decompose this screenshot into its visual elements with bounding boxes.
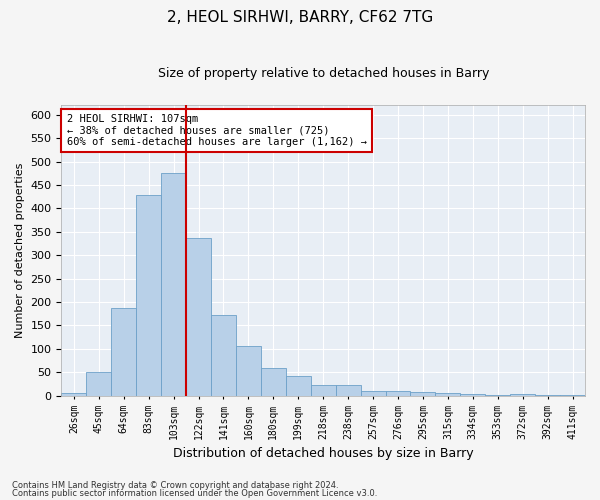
Bar xyxy=(311,386,335,396)
Bar xyxy=(436,394,460,396)
Bar xyxy=(161,172,186,396)
Y-axis label: Number of detached properties: Number of detached properties xyxy=(15,163,25,338)
Bar xyxy=(211,315,236,396)
Bar xyxy=(361,390,386,396)
Bar xyxy=(86,372,111,396)
Text: Contains public sector information licensed under the Open Government Licence v3: Contains public sector information licen… xyxy=(12,489,377,498)
Bar xyxy=(286,376,311,396)
Bar xyxy=(485,395,510,396)
Text: 2 HEOL SIRHWI: 107sqm
← 38% of detached houses are smaller (725)
60% of semi-det: 2 HEOL SIRHWI: 107sqm ← 38% of detached … xyxy=(67,114,367,147)
Bar xyxy=(61,394,86,396)
Bar xyxy=(410,392,436,396)
Bar xyxy=(386,390,410,396)
Bar xyxy=(535,395,560,396)
Bar xyxy=(335,386,361,396)
Bar xyxy=(510,394,535,396)
Text: Contains HM Land Registry data © Crown copyright and database right 2024.: Contains HM Land Registry data © Crown c… xyxy=(12,480,338,490)
X-axis label: Distribution of detached houses by size in Barry: Distribution of detached houses by size … xyxy=(173,447,473,460)
Bar xyxy=(261,368,286,396)
Bar xyxy=(111,308,136,396)
Bar xyxy=(236,346,261,396)
Bar xyxy=(136,195,161,396)
Bar xyxy=(460,394,485,396)
Title: Size of property relative to detached houses in Barry: Size of property relative to detached ho… xyxy=(158,68,489,80)
Text: 2, HEOL SIRHWI, BARRY, CF62 7TG: 2, HEOL SIRHWI, BARRY, CF62 7TG xyxy=(167,10,433,25)
Bar xyxy=(186,238,211,396)
